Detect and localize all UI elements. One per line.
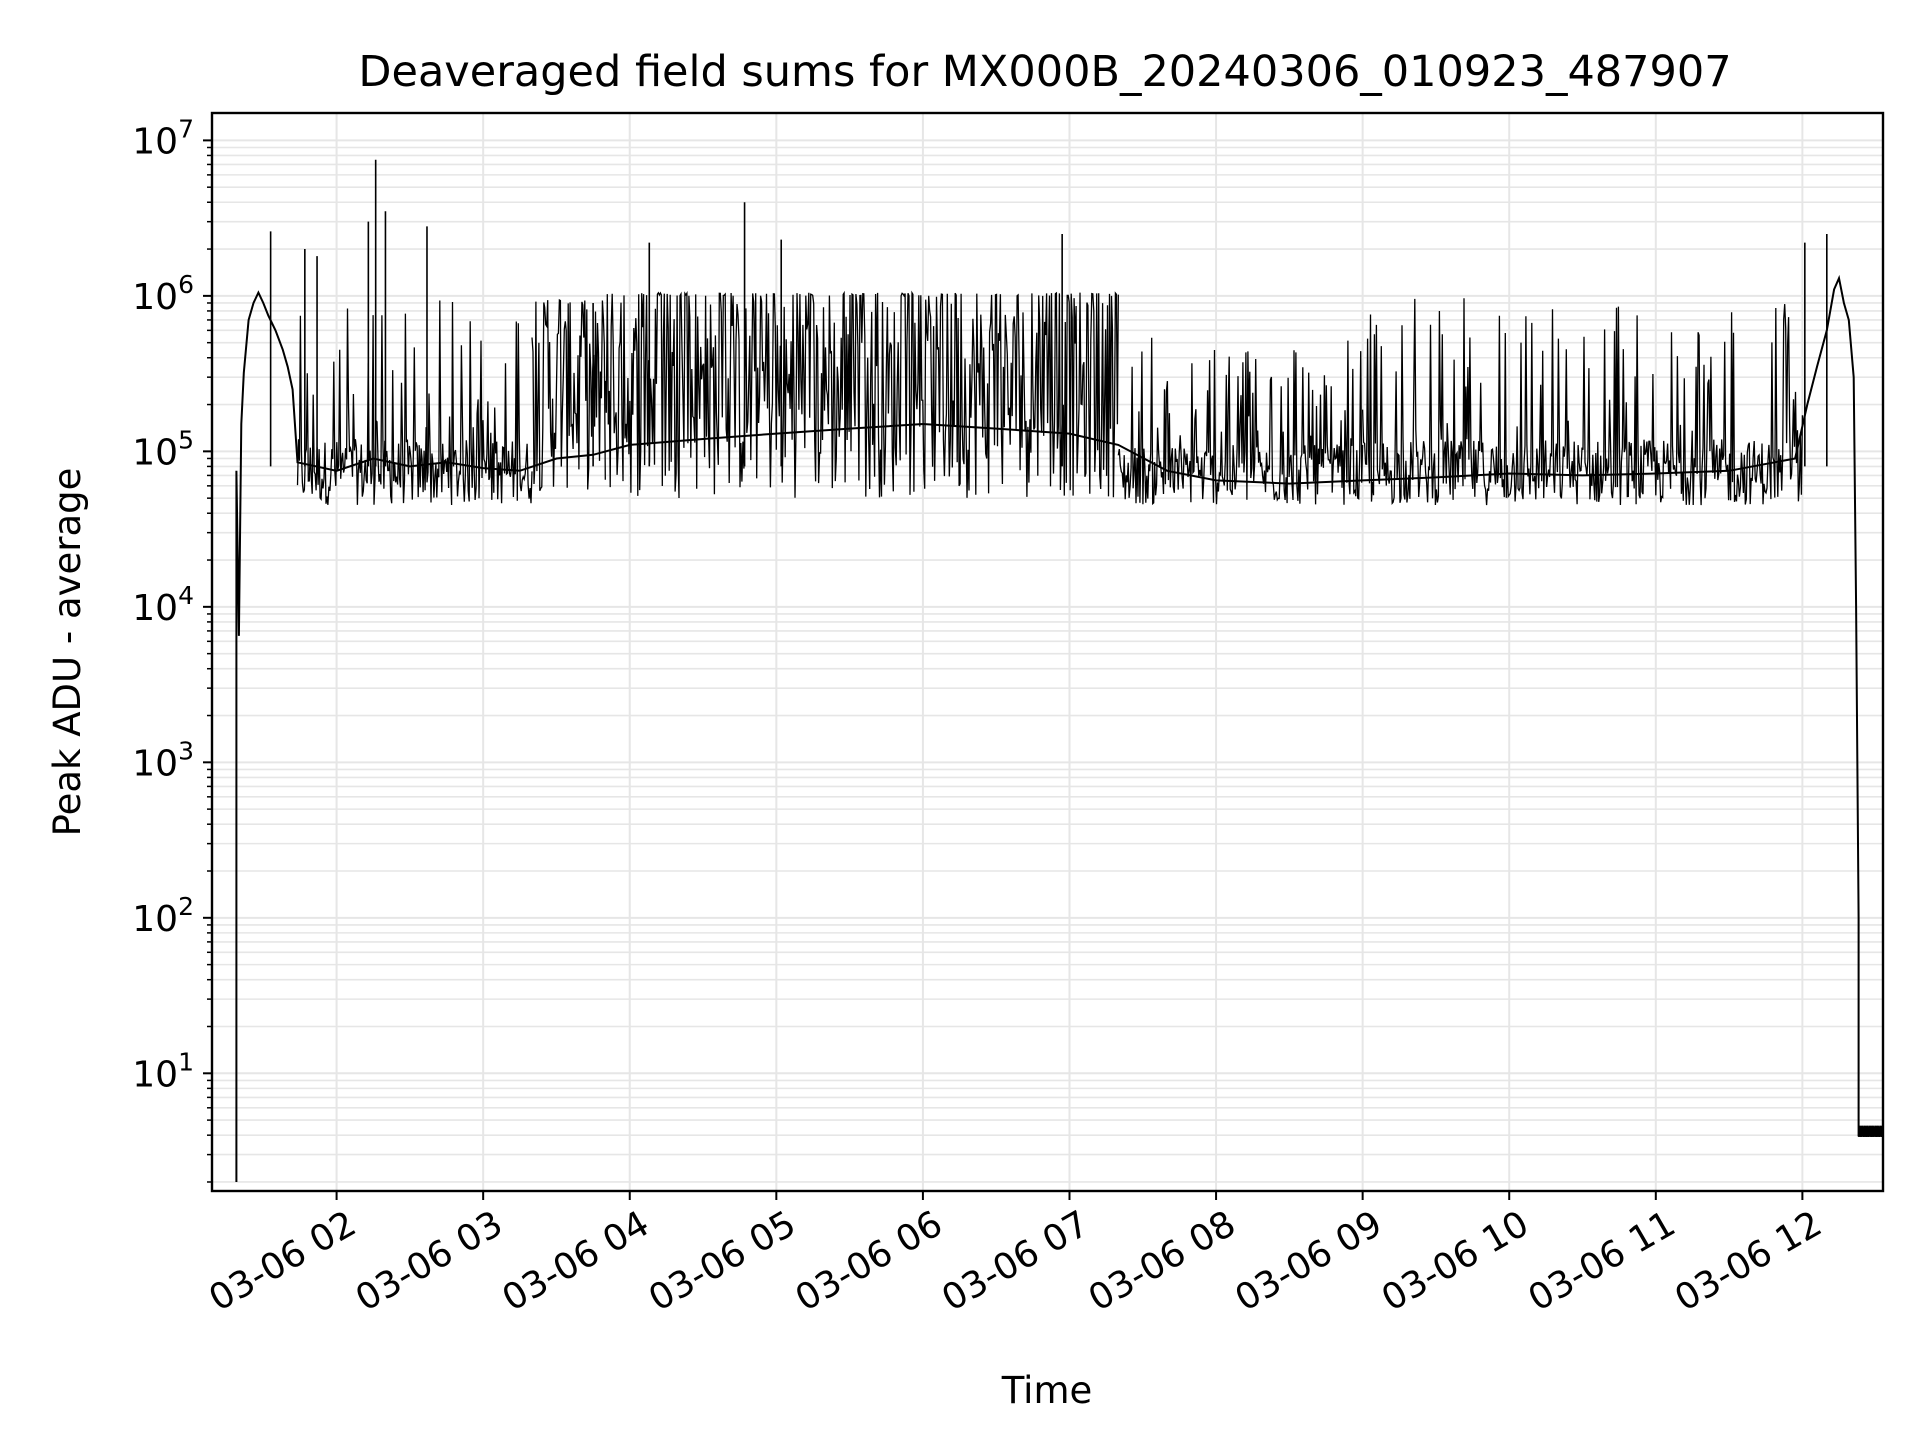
y-tick-label: 101: [132, 1047, 194, 1095]
y-tick-label: 105: [132, 425, 194, 473]
y-tick-label: 102: [132, 892, 194, 940]
series-noise-band: [604, 290, 1119, 499]
x-axis-label: Time: [1001, 1369, 1093, 1412]
grid: [212, 113, 1883, 1191]
y-axis: 101 102 103 104 105 106 107: [132, 114, 212, 1183]
series-tail: [1857, 1125, 1884, 1137]
plot-frame: [210, 111, 1885, 1193]
y-tick-label: 107: [132, 114, 194, 162]
series-noise-band: [1117, 337, 1364, 506]
series-noise-band: [1361, 298, 1804, 506]
series-noise-band: [296, 300, 533, 506]
y-tick-label: 103: [132, 736, 194, 784]
series-line: [235, 274, 1883, 1182]
series-layer: [235, 159, 1884, 1182]
chart-title: Deaveraged field sums for MX000B_2024030…: [358, 47, 1731, 97]
y-axis-label: Peak ADU - average: [46, 468, 89, 837]
y-tick-label: 104: [132, 581, 194, 629]
y-tick-label: 106: [132, 270, 194, 318]
